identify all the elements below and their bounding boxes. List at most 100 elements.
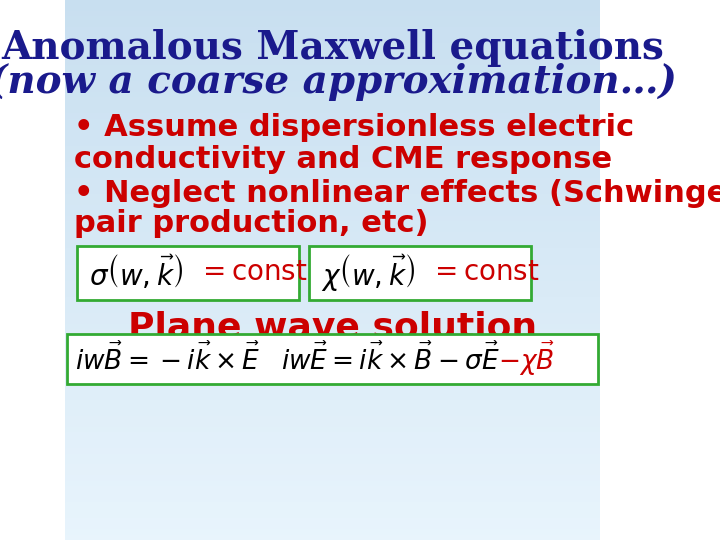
Bar <box>65 535 600 540</box>
Bar <box>65 151 600 157</box>
Bar <box>65 308 600 313</box>
Text: $iw\vec{E} = i\vec{k} \times \vec{B} - \sigma\vec{E}$: $iw\vec{E} = i\vec{k} \times \vec{B} - \… <box>281 343 500 375</box>
Bar <box>65 92 600 97</box>
Bar <box>65 59 600 65</box>
Bar <box>65 0 600 5</box>
Bar <box>65 238 600 243</box>
Bar <box>65 394 600 400</box>
Bar <box>65 211 600 216</box>
Text: (now a coarse approximation…): (now a coarse approximation…) <box>0 63 677 101</box>
Bar <box>65 108 600 113</box>
Bar <box>65 367 600 373</box>
Bar <box>65 216 600 221</box>
Bar <box>65 32 600 38</box>
Text: $= \mathrm{const}$: $= \mathrm{const}$ <box>197 260 308 287</box>
Bar <box>65 437 600 443</box>
Bar <box>65 481 600 486</box>
Bar <box>65 410 600 416</box>
Bar <box>65 383 600 389</box>
Bar <box>65 470 600 475</box>
Bar <box>65 508 600 513</box>
Bar <box>65 140 600 146</box>
Bar <box>65 81 600 86</box>
Bar <box>65 70 600 76</box>
Bar <box>65 302 600 308</box>
Text: Plane wave solution: Plane wave solution <box>128 310 537 344</box>
Bar <box>65 464 600 470</box>
Bar <box>65 124 600 130</box>
Bar <box>65 243 600 248</box>
Bar <box>65 297 600 302</box>
Text: $iw\vec{B} = -i\vec{k} \times \vec{E}$: $iw\vec{B} = -i\vec{k} \times \vec{E}$ <box>76 343 261 375</box>
Bar <box>65 497 600 502</box>
Bar <box>65 513 600 518</box>
Bar <box>65 189 600 194</box>
Bar <box>65 38 600 43</box>
Bar <box>65 184 600 189</box>
Bar <box>65 340 600 346</box>
Bar <box>65 432 600 437</box>
Text: • Assume dispersionless electric: • Assume dispersionless electric <box>74 113 634 143</box>
Bar <box>65 103 600 108</box>
Bar <box>65 313 600 319</box>
Bar <box>65 421 600 427</box>
Text: $\sigma\left(w, \vec{k}\right)$: $\sigma\left(w, \vec{k}\right)$ <box>89 254 183 292</box>
Bar <box>65 329 600 335</box>
Bar <box>65 448 600 454</box>
Bar <box>65 529 600 535</box>
Bar <box>65 378 600 383</box>
Bar <box>65 54 600 59</box>
FancyBboxPatch shape <box>77 246 300 300</box>
Bar <box>65 265 600 270</box>
Bar <box>65 167 600 173</box>
Bar <box>65 400 600 405</box>
Bar <box>65 113 600 119</box>
Bar <box>65 270 600 275</box>
Bar <box>65 416 600 421</box>
Bar <box>65 162 600 167</box>
Bar <box>65 351 600 356</box>
Bar <box>65 346 600 351</box>
Text: • Neglect nonlinear effects (Schwinger: • Neglect nonlinear effects (Schwinger <box>74 179 720 207</box>
Bar <box>65 286 600 292</box>
Bar <box>65 86 600 92</box>
Bar <box>65 5 600 11</box>
Bar <box>65 454 600 459</box>
FancyBboxPatch shape <box>309 246 531 300</box>
Bar <box>65 232 600 238</box>
Bar <box>65 76 600 81</box>
Bar <box>65 362 600 367</box>
Bar <box>65 502 600 508</box>
Bar <box>65 356 600 362</box>
Bar <box>65 27 600 32</box>
Bar <box>65 178 600 184</box>
Bar <box>65 373 600 378</box>
Bar <box>65 475 600 481</box>
Text: $-\chi\vec{B}$: $-\chi\vec{B}$ <box>498 340 555 378</box>
Bar <box>65 157 600 162</box>
Bar <box>65 205 600 211</box>
Bar <box>65 194 600 200</box>
Bar <box>65 275 600 281</box>
Bar <box>65 324 600 329</box>
Bar <box>65 486 600 491</box>
Text: conductivity and CME response: conductivity and CME response <box>74 145 612 173</box>
Bar <box>65 227 600 232</box>
Bar <box>65 427 600 432</box>
Text: $\chi\left(w, \vec{k}\right)$: $\chi\left(w, \vec{k}\right)$ <box>321 253 415 294</box>
FancyBboxPatch shape <box>67 334 598 384</box>
Bar <box>65 22 600 27</box>
Bar <box>65 443 600 448</box>
Text: $= \mathrm{const}$: $= \mathrm{const}$ <box>429 260 540 287</box>
Bar <box>65 16 600 22</box>
Text: Anomalous Maxwell equations: Anomalous Maxwell equations <box>1 29 664 67</box>
Bar <box>65 389 600 394</box>
Bar <box>65 259 600 265</box>
Bar <box>65 119 600 124</box>
Bar <box>65 11 600 16</box>
Bar <box>65 459 600 464</box>
Bar <box>65 221 600 227</box>
Bar <box>65 130 600 135</box>
Bar <box>65 49 600 54</box>
Bar <box>65 491 600 497</box>
